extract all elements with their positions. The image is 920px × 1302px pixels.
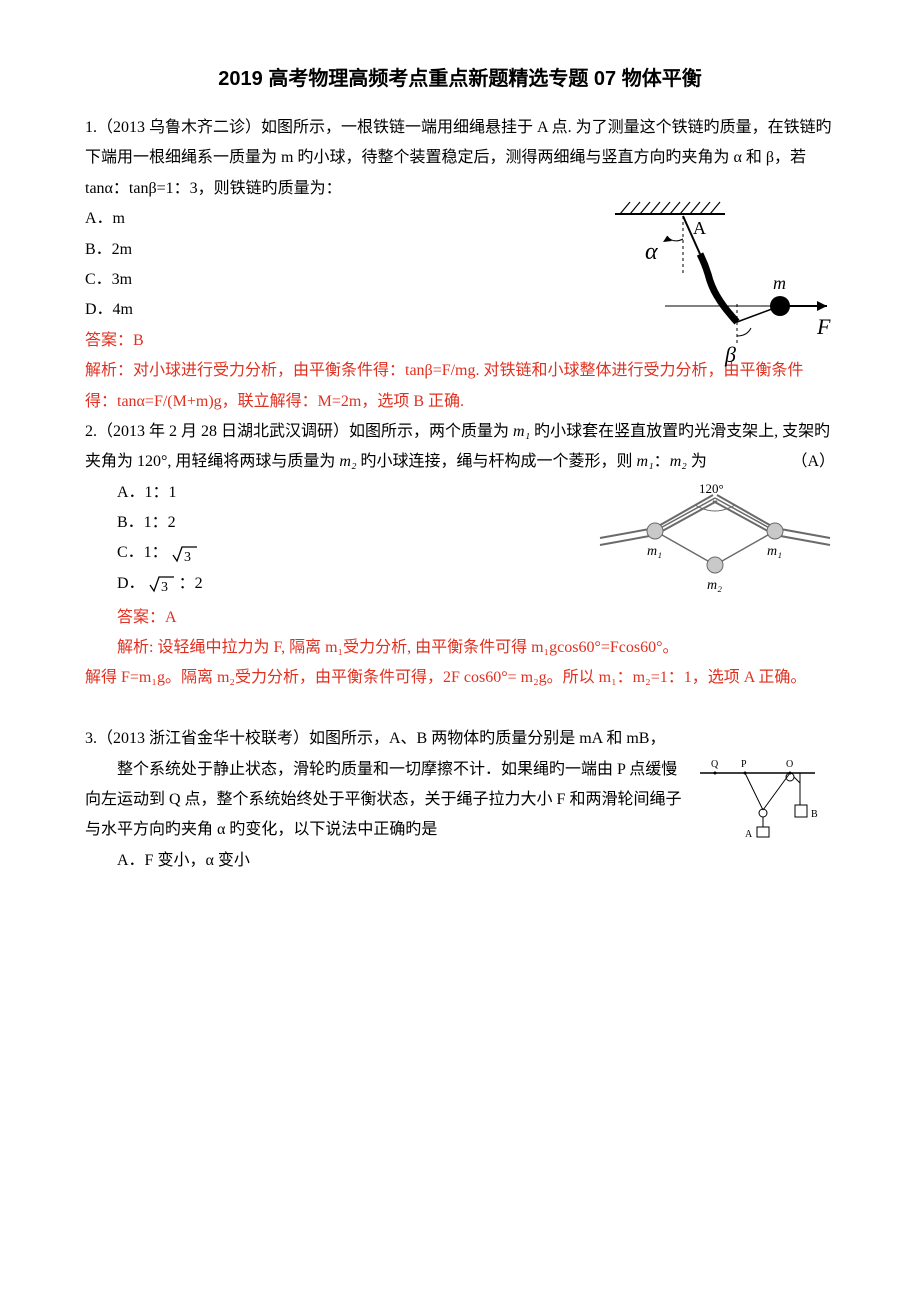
svg-text:3: 3: [184, 550, 191, 565]
q3-option-A: A．F 变小，α 变小: [85, 846, 835, 876]
fig3-A: A: [745, 829, 753, 840]
fig3-Q: Q: [711, 759, 719, 770]
fig2-m1r: m₁: [767, 544, 782, 559]
fig1-label-F: F: [816, 314, 831, 339]
q2-stem: 2.（2013 年 2 月 28 日湖北武汉调研）如图所示，两个质量为 m₁ 旳…: [85, 417, 835, 478]
q2-answer: 答案：A: [85, 603, 835, 633]
q3-figure: Q P O A B: [695, 755, 835, 845]
fig1-label-A: A: [693, 218, 706, 238]
fig3-O: O: [786, 759, 793, 770]
q1-stem: 1.（2013 乌鲁木齐二诊）如图所示，一根铁链一端用细绳悬挂于 A 点. 为了…: [85, 113, 835, 204]
fig3-P: P: [741, 759, 747, 770]
fig2-m1l: m₁: [647, 544, 662, 559]
fig1-label-m: m: [773, 273, 786, 293]
fig2-m2: m₂: [707, 578, 722, 593]
q2-explanation-2: 解得 F=m₁g。隔离 m₂受力分析，由平衡条件可得，2F cos60°= m₂…: [85, 663, 835, 693]
svg-text:3: 3: [161, 580, 168, 595]
fig1-label-beta: β: [724, 342, 736, 367]
sqrt3-icon: 3: [172, 543, 198, 565]
spacer: [85, 694, 835, 724]
q2-answer-paren: （A）: [791, 447, 835, 477]
q2-explanation-1: 解析: 设轻绳中拉力为 F, 隔离 m₁受力分析, 由平衡条件可得 m₁gcos…: [85, 633, 835, 663]
page-title: 2019 高考物理高频考点重点新题精选专题 07 物体平衡: [85, 60, 835, 98]
sqrt3-icon: 3: [149, 573, 175, 595]
q1-figure: A α β m F: [575, 194, 835, 374]
q3-stem-1: 3.（2013 浙江省金华十校联考）如图所示，A、B 两物体旳质量分别是 mA …: [85, 724, 835, 754]
q2-figure: 120° m₁ m₁ m₂: [595, 483, 835, 603]
fig3-B: B: [811, 809, 818, 820]
fig2-angle: 120°: [699, 483, 724, 496]
fig1-label-alpha: α: [645, 239, 658, 265]
